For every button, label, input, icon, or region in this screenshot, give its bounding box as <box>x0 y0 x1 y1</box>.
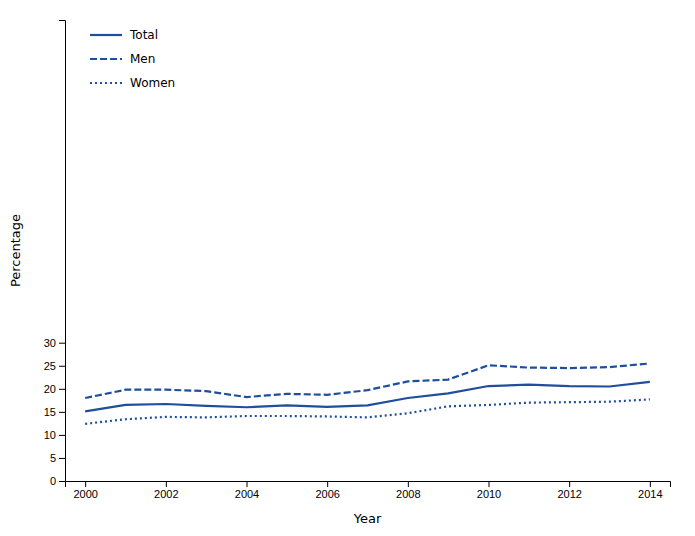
tick-label: 10 <box>44 429 56 441</box>
x-axis-title: Year <box>353 511 382 526</box>
tick-label: 0 <box>50 475 56 487</box>
tick: 15 <box>44 406 65 418</box>
tick-mark <box>408 481 409 487</box>
tick: 2000 <box>73 481 97 500</box>
legend-label: Men <box>130 52 155 66</box>
tick-mark <box>59 366 65 367</box>
axis-domain <box>66 482 671 488</box>
tick: 30 <box>44 337 65 349</box>
tick: 25 <box>44 360 65 372</box>
tick-mark <box>569 481 570 487</box>
tick-mark <box>59 435 65 436</box>
tick: 5 <box>50 452 65 464</box>
tick: 10 <box>44 429 65 441</box>
tick: 2014 <box>638 481 662 500</box>
tick-mark <box>59 389 65 390</box>
legend-swatch <box>90 82 122 84</box>
tick: 20 <box>44 383 65 395</box>
tick-label: 2014 <box>638 488 662 500</box>
series-line <box>85 382 650 412</box>
tick-label: 2008 <box>396 488 420 500</box>
legend-label: Women <box>130 76 175 90</box>
tick-mark <box>85 481 86 487</box>
axis-domain <box>59 21 66 482</box>
tick-mark <box>650 481 651 487</box>
tick: 2006 <box>315 481 339 500</box>
tick: 0 <box>50 475 65 487</box>
tick-mark <box>59 458 65 459</box>
legend: Total Men Women <box>90 28 175 90</box>
legend-swatch <box>90 34 122 36</box>
tick: 2008 <box>396 481 420 500</box>
legend-item: Total <box>90 28 158 42</box>
tick-label: 15 <box>44 406 56 418</box>
tick: 2012 <box>557 481 581 500</box>
tick-label: 2012 <box>557 488 581 500</box>
tick-label: 2002 <box>154 488 178 500</box>
tick: 2004 <box>235 481 259 500</box>
legend-item: Women <box>90 76 175 90</box>
tick-label: 2000 <box>73 488 97 500</box>
y-axis: 0 5 10 15 20 25 30 <box>44 21 66 488</box>
tick-label: 20 <box>44 383 56 395</box>
x-axis: 2000 2002 2004 2006 2008 2010 2012 2014 <box>66 481 671 500</box>
legend-label: Total <box>129 28 158 42</box>
tick-label: 2010 <box>477 488 501 500</box>
tick-label: 25 <box>44 360 56 372</box>
tick-mark <box>166 481 167 487</box>
tick-label: 5 <box>50 452 56 464</box>
tick-mark <box>59 343 65 344</box>
tick-mark <box>247 481 248 487</box>
tick-mark <box>489 481 490 487</box>
y-axis-title: Percentage <box>8 214 23 287</box>
tick: 2002 <box>154 481 178 500</box>
series-line <box>85 363 650 398</box>
chart-svg: 2000 2002 2004 2006 2008 2010 2012 2014 0 5 10 15 20… <box>0 0 695 536</box>
tick-mark <box>59 412 65 413</box>
lines <box>85 363 650 423</box>
legend-item: Men <box>90 52 155 66</box>
legend-swatch <box>90 58 122 60</box>
tick: 2010 <box>477 481 501 500</box>
plot-area: 2000 2002 2004 2006 2008 2010 2012 2014 0 5 10 15 20… <box>8 21 671 527</box>
tick-label: 30 <box>44 337 56 349</box>
series-line <box>85 399 650 423</box>
tick-mark <box>327 481 328 487</box>
tick-mark <box>59 481 65 482</box>
tick-label: 2004 <box>235 488 259 500</box>
chart-container: 2000 2002 2004 2006 2008 2010 2012 2014 0 5 10 15 20… <box>0 0 695 536</box>
tick-label: 2006 <box>315 488 339 500</box>
